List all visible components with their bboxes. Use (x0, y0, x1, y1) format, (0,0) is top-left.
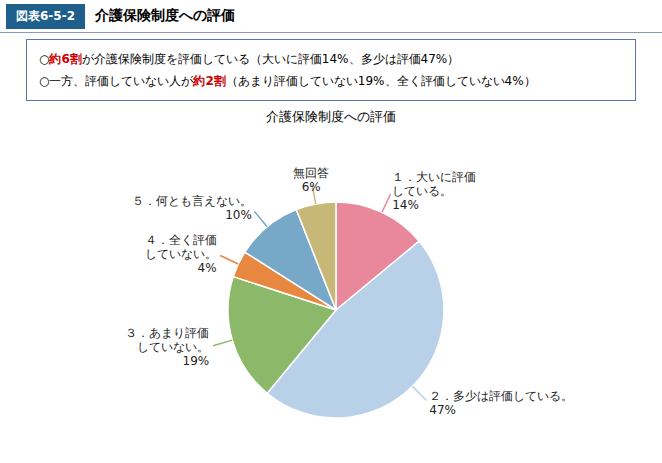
svg-text:２．多少は評価している。47%: ２．多少は評価している。47% (429, 389, 573, 417)
html-text:介護保険制度への評価: 介護保険制度への評価 (266, 109, 396, 124)
html-text:○一方、評価していない人が約2割（あまり評価していない19%: ○一方、評価していない人が約2割（あまり評価していない19%、全く評価していない… (39, 74, 536, 88)
svg-text:１．大いに評価している。14%: １．大いに評価している。14% (392, 170, 476, 212)
svg-text:５．何とも言えない。10%: ５．何とも言えない。10% (132, 194, 252, 222)
html-text:○約6割が介護保険制度を評価している（大いに評価14%、多少: ○約6割が介護保険制度を評価している（大いに評価14%、多少は評価47%） (39, 52, 460, 66)
html-text:介護保険制度への評価: 介護保険制度への評価 (95, 7, 235, 23)
html-text:図表6-5-2: 図表6-5-2 (16, 8, 75, 23)
svg-text:４．全く評価していない。4%: ４．全く評価していない。4% (145, 233, 217, 275)
svg-text:３．あまり評価していない。19%: ３．あまり評価していない。19% (125, 326, 209, 368)
svg-text:無回答6%: 無回答6% (293, 166, 329, 194)
